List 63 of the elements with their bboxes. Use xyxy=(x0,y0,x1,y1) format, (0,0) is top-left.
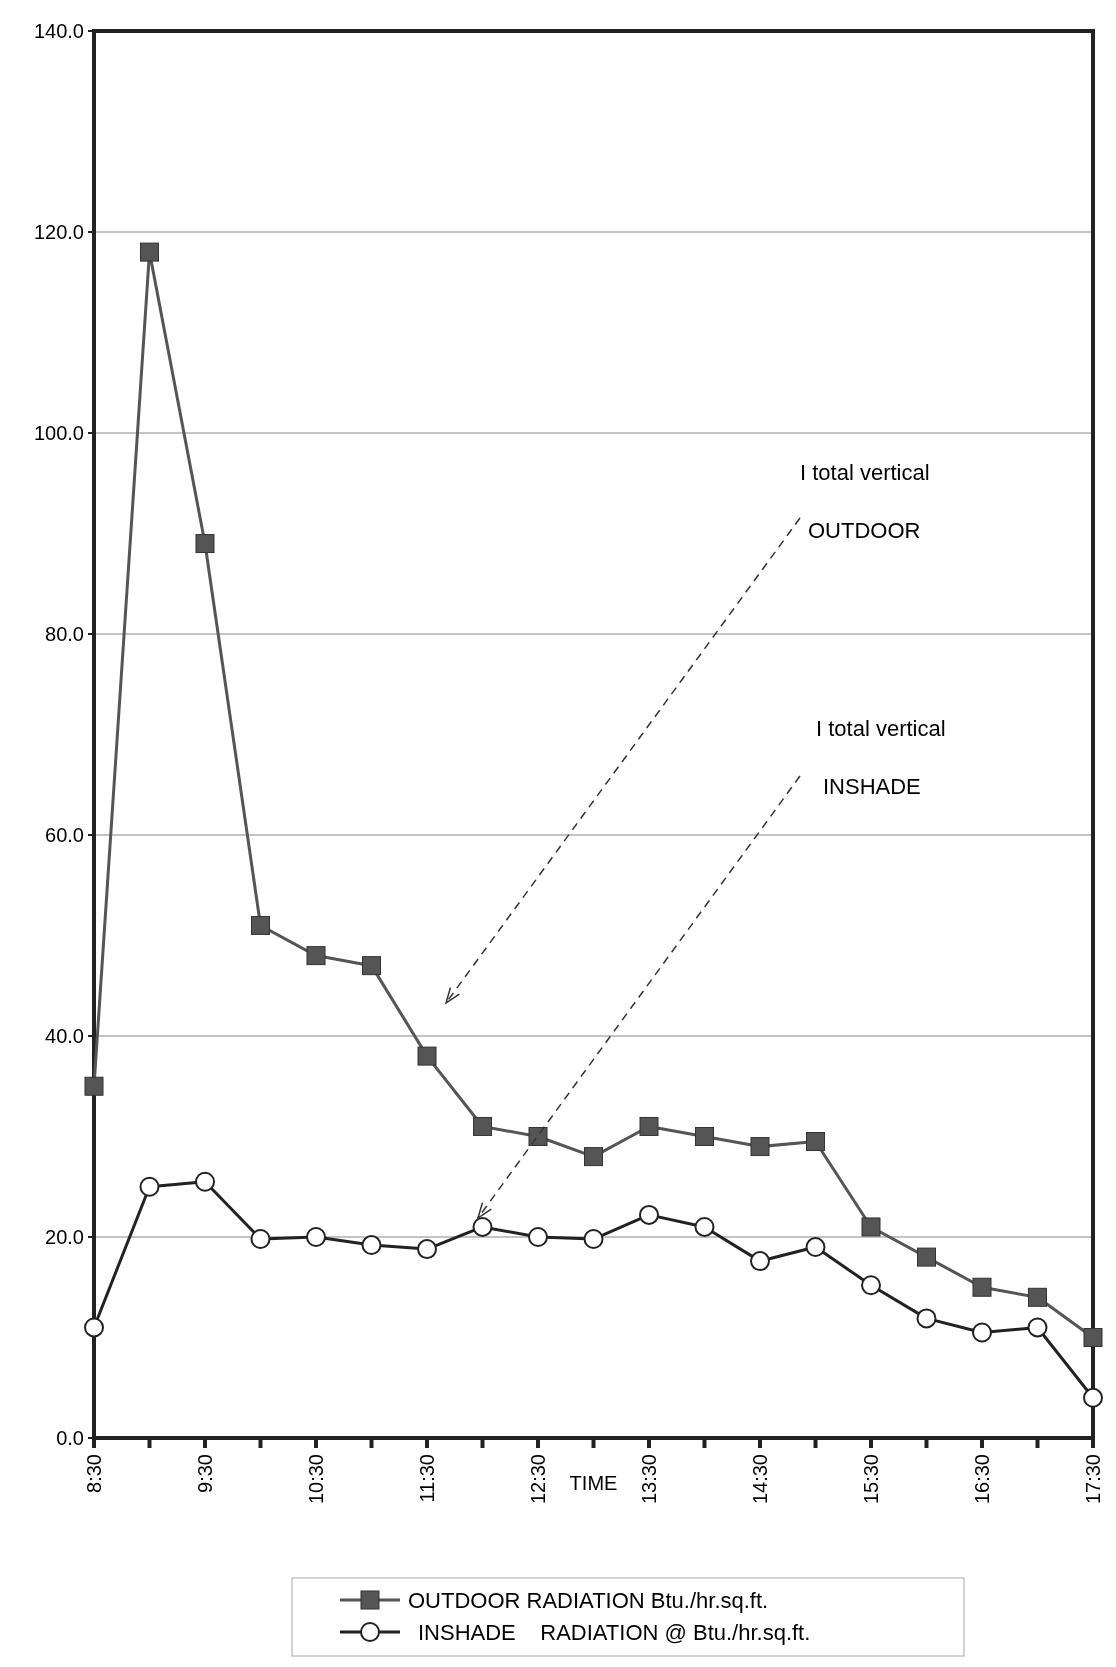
point xyxy=(1083,1328,1103,1347)
point xyxy=(306,946,326,966)
x-tick-label: 10:30 xyxy=(305,1454,327,1505)
point xyxy=(861,1275,881,1296)
point xyxy=(916,1308,937,1329)
x-tick-label: 8:30 xyxy=(83,1454,105,1493)
point xyxy=(917,1247,936,1267)
y-tick-label: 20.0 xyxy=(45,1226,84,1248)
point xyxy=(972,1277,992,1297)
point xyxy=(1027,1317,1048,1338)
point xyxy=(805,1237,826,1258)
x-tick-label: 14:30 xyxy=(749,1454,771,1505)
x-axis-title: TIME xyxy=(569,1472,618,1494)
point xyxy=(472,1216,493,1237)
point xyxy=(1028,1287,1047,1307)
annotation: I total vertical xyxy=(800,460,930,485)
x-tick-label: 12:30 xyxy=(527,1454,549,1505)
point xyxy=(195,1171,215,1192)
x-tick-label: 16:30 xyxy=(971,1454,993,1505)
point xyxy=(473,1116,492,1136)
point xyxy=(84,1076,104,1096)
y-tick-label: 100.0 xyxy=(33,422,84,444)
point xyxy=(140,242,159,262)
annotation: INSHADE xyxy=(823,774,921,799)
legend-label: INSHADE RADIATION @ Btu./hr.sq.ft. xyxy=(418,1619,811,1645)
legend-label: OUTDOOR RADIATION Btu./hr.sq.ft. xyxy=(408,1587,769,1613)
y-tick-label: 0.0 xyxy=(56,1427,84,1449)
point xyxy=(362,956,381,976)
point xyxy=(306,1227,326,1247)
point xyxy=(639,1116,659,1136)
point xyxy=(861,1217,881,1237)
point xyxy=(250,1229,271,1250)
point xyxy=(695,1127,714,1146)
point xyxy=(251,915,270,935)
point xyxy=(528,1227,548,1247)
x-tick-label: 11:30 xyxy=(416,1454,438,1503)
point xyxy=(584,1147,603,1167)
point xyxy=(139,1176,160,1197)
x-tick-label: 13:30 xyxy=(638,1454,660,1505)
x-tick-label: 17:30 xyxy=(1082,1454,1104,1505)
point xyxy=(583,1229,604,1250)
point xyxy=(417,1046,437,1066)
point xyxy=(750,1137,770,1157)
point xyxy=(639,1204,659,1225)
y-tick-label: 60.0 xyxy=(45,824,84,846)
x-tick-label: 9:30 xyxy=(194,1454,216,1493)
point xyxy=(528,1127,548,1146)
point xyxy=(84,1317,104,1338)
y-tick-label: 80.0 xyxy=(45,623,84,645)
point xyxy=(361,1235,382,1256)
point xyxy=(694,1216,715,1237)
point xyxy=(417,1239,437,1260)
y-tick-label: 120.0 xyxy=(33,221,84,243)
point xyxy=(1083,1387,1103,1408)
annotation: I total vertical xyxy=(816,716,946,741)
point xyxy=(972,1322,992,1343)
point xyxy=(750,1251,770,1272)
y-tick-label: 40.0 xyxy=(45,1025,84,1047)
point xyxy=(195,534,215,554)
y-tick-label: 140.0 xyxy=(33,20,84,42)
x-tick-label: 15:30 xyxy=(860,1454,882,1505)
point xyxy=(806,1132,825,1152)
annotation: OUTDOOR xyxy=(808,518,921,543)
